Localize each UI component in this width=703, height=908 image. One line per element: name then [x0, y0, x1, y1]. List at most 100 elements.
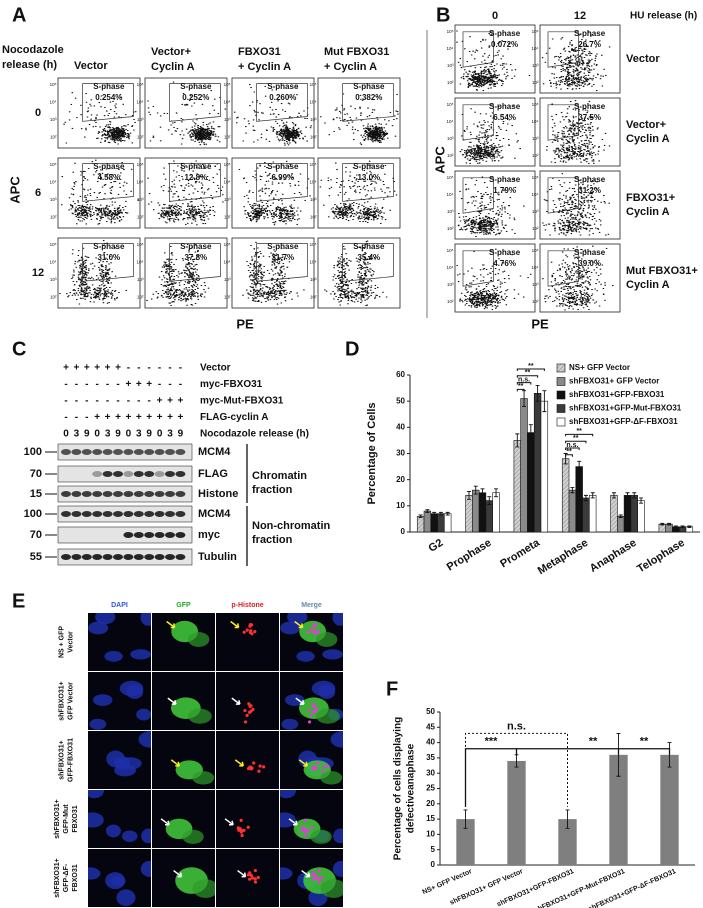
bar [492, 492, 500, 533]
y-tick-label: 15 [426, 814, 435, 823]
histone-spot [312, 624, 316, 628]
significance-label: n.s. [518, 376, 530, 383]
column-header: Mut FBXO31 [324, 46, 389, 58]
gfp-cell [187, 632, 210, 647]
axis-tick-label: 10² [447, 299, 454, 304]
error-bar [466, 490, 471, 500]
error-bar [667, 522, 672, 526]
lane-mark: + [167, 396, 173, 407]
lane-mark: 3 [167, 429, 173, 440]
significance-label: *** [485, 736, 499, 748]
fraction-label: Non-chromatin [252, 520, 331, 532]
cell-dots [233, 84, 313, 146]
nucleus [280, 790, 296, 799]
axis-tick-label: 10⁴ [447, 46, 454, 51]
gate [462, 104, 494, 141]
error-bar [667, 742, 672, 768]
gate-percent: 31.7% [271, 253, 294, 262]
blot-label: MCM4 [198, 508, 231, 520]
error-bar [618, 514, 623, 519]
gfp-cell [192, 771, 215, 785]
bar [558, 819, 577, 865]
size-marker: 70 [30, 529, 42, 541]
gate [169, 163, 221, 202]
blot-band [81, 449, 92, 455]
gate [82, 83, 134, 122]
bar [637, 500, 645, 533]
histone-spot [313, 873, 317, 877]
row-label: shFBXO31+ [58, 740, 65, 780]
column-header: + Cyclin A [324, 61, 377, 73]
y-tick-label: 10 [426, 830, 435, 839]
bar [520, 398, 528, 533]
gate [342, 163, 394, 202]
bar [575, 466, 583, 533]
blot-band [144, 532, 155, 538]
row-label: 6 [35, 187, 41, 199]
blot-band [175, 554, 186, 560]
bar [437, 513, 445, 533]
gfp-cell [192, 879, 215, 898]
gate-percent: 13.0% [357, 173, 380, 182]
plot-frame [454, 170, 536, 240]
arrow [230, 620, 240, 629]
blot-band [165, 511, 175, 517]
legend-label: shFBXO31+GFP-Mut-FBXO31 [569, 404, 682, 413]
micrograph [88, 613, 151, 671]
cell-dots [541, 31, 611, 92]
gate-label: S-phase [267, 162, 299, 171]
lane-mark: + [125, 379, 131, 390]
error-bar [632, 492, 637, 499]
lane-mark: 9 [84, 429, 90, 440]
blot-band [165, 449, 175, 455]
size-marker: 15 [30, 488, 42, 500]
axis-tick-label: 10⁴ [532, 119, 539, 124]
lane-mark: - [75, 379, 78, 390]
histone-spot [249, 629, 253, 633]
lane-mark: + [177, 396, 183, 407]
axis-tick-label: 10⁴ [137, 100, 144, 105]
gate-label: S-phase [353, 242, 385, 251]
histone-spot [253, 880, 258, 884]
row-label: GFP-FBXO31 [67, 738, 74, 782]
blot-band [123, 511, 134, 517]
cell-dots [542, 245, 614, 311]
row-label: FBXO31+ [626, 192, 675, 204]
arrow [288, 818, 298, 826]
significance-bracket [565, 433, 594, 437]
axis-tick-label: 10³ [310, 197, 317, 202]
blot-band [113, 471, 123, 477]
nucleus [110, 876, 126, 887]
lane-mark: - [116, 396, 119, 407]
lane-mark: - [64, 379, 67, 390]
y-tick-label: 40 [396, 422, 405, 431]
axis-tick-label: 10⁴ [447, 192, 454, 197]
axis-tick-label: 10³ [310, 277, 317, 282]
histone-spot [303, 828, 307, 833]
gate-percent: 6.54% [493, 113, 516, 122]
histone-spot [242, 630, 246, 634]
row-label: FBXO31 [72, 864, 79, 891]
gate-label: S-phase [574, 248, 606, 257]
gate-label: S-phase [93, 82, 125, 91]
micrograph [216, 790, 279, 848]
gate-label: S-phase [180, 242, 212, 251]
bar [513, 440, 521, 533]
significance-label: ** [589, 736, 598, 748]
lane-mark: + [136, 412, 142, 423]
axis-tick-label: 10⁴ [310, 100, 317, 105]
legend-label: shFBXO31+GFP-FBXO31 [569, 390, 665, 399]
axis-tick-label: 10² [532, 299, 539, 304]
error-bar [565, 809, 570, 829]
axis-tick-label: 10³ [224, 117, 231, 122]
blot-band [92, 511, 103, 517]
blot-label: MCM4 [198, 446, 231, 458]
micrograph-bg [216, 613, 279, 671]
histone-spot [239, 828, 243, 833]
plot-frame [144, 237, 228, 309]
blot-band [123, 554, 134, 560]
row-label: FBXO31 [72, 805, 79, 832]
gate-label: S-phase [574, 29, 606, 38]
blot-band [123, 491, 134, 497]
y-axis-label: defectiveanaphase [406, 743, 417, 833]
